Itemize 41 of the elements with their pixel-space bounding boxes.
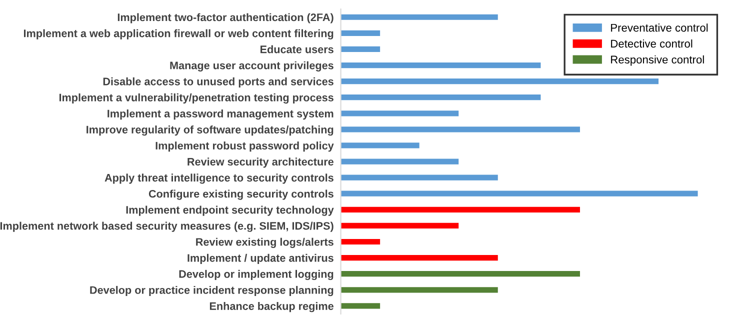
- y-tick-label: Disable access to unused ports and services: [103, 77, 334, 88]
- bar: [340, 238, 380, 245]
- y-tick-label: Implement two-factor authentication (2FA): [118, 13, 334, 24]
- y-tick-label: Manage user account privileges: [170, 61, 334, 72]
- y-tick-label: Apply threat intelligence to security controls: [104, 174, 334, 184]
- y-tick-label: Educate users: [260, 45, 334, 54]
- y-tick-label: Implement a web application firewall or web content filtering: [24, 29, 334, 40]
- bar: [340, 62, 541, 68]
- bar: [340, 126, 580, 132]
- bar: [340, 271, 580, 277]
- y-tick-label: Implement / update antivirus: [188, 254, 334, 264]
- bar: [340, 142, 420, 148]
- y-tick-label: Implement endpoint security technology: [126, 206, 334, 216]
- y-tick-label: Improve regularity of software updates/patching: [86, 126, 334, 136]
- y-tick-label: Develop or practice incident response planning: [90, 286, 334, 296]
- bar: [340, 190, 698, 196]
- bar: [340, 206, 580, 212]
- legend-label: Preventative control: [611, 24, 708, 32]
- y-tick-label: Implement robust password policy: [156, 142, 334, 152]
- bar: [340, 110, 459, 116]
- bar: [340, 14, 498, 20]
- y-tick-label: Review security architecture: [188, 158, 334, 168]
- y-tick-label: Review existing logs/alerts: [196, 238, 334, 248]
- bar: [340, 174, 498, 180]
- y-tick-label: Enhance backup regime: [210, 302, 334, 312]
- bar: [340, 254, 498, 261]
- bar: [340, 287, 498, 293]
- bar: [340, 46, 380, 52]
- y-tick-label: Implement a vulnerability/penetration testing process: [59, 93, 334, 104]
- legend-label: Responsive control: [611, 55, 704, 66]
- bar: [340, 30, 380, 36]
- y-tick-label: Implement a password management system: [108, 109, 334, 120]
- y-tick-label: Implement network based security measures (e.g. SIEM, IDS/IPS): [0, 222, 334, 232]
- y-tick-label: Develop or implement logging: [179, 270, 334, 280]
- y-tick-label: Configure existing security controls: [148, 190, 334, 200]
- bar: [340, 94, 541, 100]
- bar: [340, 303, 380, 309]
- bar: [340, 78, 659, 84]
- legend-label: Detective control: [611, 39, 692, 48]
- bar: [340, 222, 459, 229]
- bar: [340, 158, 459, 164]
